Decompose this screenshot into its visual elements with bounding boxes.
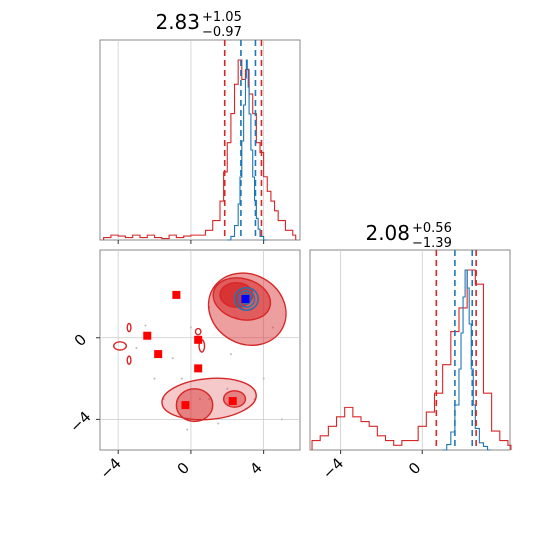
scatter-yaxis-ticklabel-1: −4 — [66, 408, 94, 436]
hist-param1-red — [103, 59, 297, 240]
scatter-point-17 — [271, 326, 274, 329]
truth-marker — [241, 294, 250, 303]
hist-param2-red — [311, 269, 512, 450]
scatter-point-5 — [217, 422, 220, 425]
scatter-point-11 — [280, 418, 283, 421]
title-param1: 2.83 +1.05−0.97 — [155, 10, 241, 40]
contour-island-1 — [126, 322, 132, 333]
contour-lower-outer — [161, 377, 257, 421]
marker-square-5 — [181, 401, 190, 410]
scatter-point-14 — [229, 353, 232, 356]
scatter-point-19 — [144, 324, 147, 327]
contour-island-3 — [194, 327, 202, 336]
marker-square-2 — [154, 350, 163, 359]
marker-square-0 — [172, 290, 181, 299]
contour-blue-1 — [237, 290, 256, 308]
contour-lower-inner — [175, 388, 214, 423]
scatter-point-9 — [135, 346, 138, 349]
scatter-point-1 — [226, 387, 229, 390]
marker-square-6 — [228, 397, 237, 406]
marker-square-3 — [194, 335, 203, 344]
scatter-point-6 — [189, 326, 192, 329]
hist-param1-frame — [99, 39, 301, 241]
title-param1-value: 2.83 — [155, 10, 200, 34]
marker-square-1 — [143, 331, 152, 340]
contour-island-2 — [112, 341, 128, 351]
scatter-point-4 — [262, 377, 265, 380]
marker-square-4 — [194, 364, 203, 373]
title-param2: 2.08 +0.56−1.39 — [365, 221, 451, 251]
hist-param2-frame — [309, 249, 511, 451]
scatter-xaxis-ticklabel-1: 0 — [174, 459, 193, 478]
contour-island-5 — [126, 355, 132, 365]
title-param2-minus: −1.39 — [412, 236, 452, 251]
scatter-yaxis-ticklabel-0: 0 — [71, 330, 90, 349]
title-param1-plus: +1.05 — [202, 10, 242, 25]
scatter-xaxis-ticklabel-2: 4 — [246, 459, 265, 478]
hist-param2-xaxis-ticklabel-1: 0 — [405, 459, 424, 478]
hist-param2-blue — [442, 269, 491, 451]
scatter-point-10 — [153, 377, 156, 380]
scatter-point-7 — [171, 357, 174, 360]
title-param2-plus: +0.56 — [412, 221, 452, 236]
scatter-point-0 — [208, 397, 211, 400]
scatter-point-18 — [199, 397, 201, 400]
title-param2-value: 2.08 — [365, 221, 410, 245]
title-param1-minus: −0.97 — [202, 25, 242, 40]
hist-param1-blue — [227, 59, 267, 241]
scatter-xaxis-ticklabel-0: −4 — [96, 454, 124, 482]
hist-param2-xaxis-ticklabel-0: −4 — [319, 454, 347, 482]
contour-blue-0 — [233, 287, 259, 311]
scatter-point-2 — [180, 377, 183, 380]
scatter-point-13 — [186, 428, 189, 431]
